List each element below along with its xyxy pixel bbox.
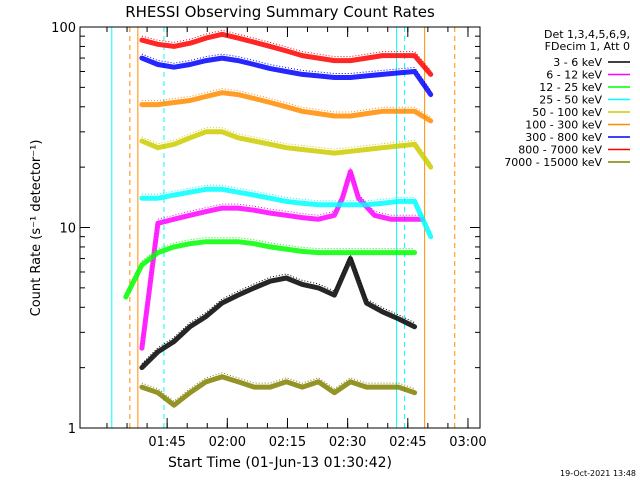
x-axis-label: Start Time (01-Jun-13 01:30:42) <box>168 455 392 471</box>
legend-label: 800 - 7000 keV <box>518 144 602 157</box>
series-line <box>139 129 434 170</box>
series-line <box>139 169 426 351</box>
series-line <box>139 256 418 371</box>
attenuator-lines <box>111 27 456 428</box>
y-axis-label: Count Rate (s⁻¹ detector⁻¹) <box>29 140 44 317</box>
legend-label: 3 - 6 keV <box>553 56 602 69</box>
legend-label: 50 - 100 keV <box>532 106 602 119</box>
series-line <box>139 90 434 124</box>
y-tick-label: 100 <box>51 21 76 36</box>
legend: Det 1,3,4,5,6,9,FDecim 1, Att 0 3 - 6 keV… <box>504 28 630 169</box>
legend-header: Det 1,3,4,5,6,9, <box>544 28 630 41</box>
series-line <box>139 186 434 240</box>
series-line <box>139 31 434 77</box>
series-line <box>123 239 418 300</box>
series-line <box>139 55 434 98</box>
x-tick-label: 02:45 <box>389 435 426 450</box>
legend-label: 25 - 50 keV <box>539 94 602 107</box>
x-tick-label: 02:00 <box>209 435 246 450</box>
axes: 1 10 100 01:45 02:00 02:15 02:30 02:45 03:00 <box>51 21 487 450</box>
series-noise <box>141 29 432 71</box>
series-layer <box>123 29 434 408</box>
series-noise <box>141 184 432 233</box>
footer-timestamp: 19-Oct-2021 13:48 <box>560 469 636 478</box>
legend-label: 100 - 300 keV <box>525 119 602 132</box>
series-noise <box>141 127 432 164</box>
legend-label: 7000 - 15000 keV <box>504 156 602 169</box>
x-tick-label: 01:45 <box>148 435 185 450</box>
x-tick-label: 02:30 <box>329 435 366 450</box>
legend-header: FDecim 1, Att 0 <box>545 40 630 53</box>
y-tick-label: 1 <box>68 422 76 437</box>
x-tick-label: 02:15 <box>269 435 306 450</box>
series-line <box>139 374 418 408</box>
legend-label: 300 - 800 keV <box>525 131 602 144</box>
series-noise <box>141 165 423 345</box>
y-tick-label: 10 <box>59 222 76 237</box>
series-noise <box>141 372 415 402</box>
legend-label: 12 - 25 keV <box>539 81 602 94</box>
legend-label: 6 - 12 keV <box>546 69 602 82</box>
chart-title: RHESSI Observing Summary Count Rates <box>125 3 435 21</box>
series-noise <box>141 88 431 118</box>
x-tick-label: 03:00 <box>449 435 486 450</box>
